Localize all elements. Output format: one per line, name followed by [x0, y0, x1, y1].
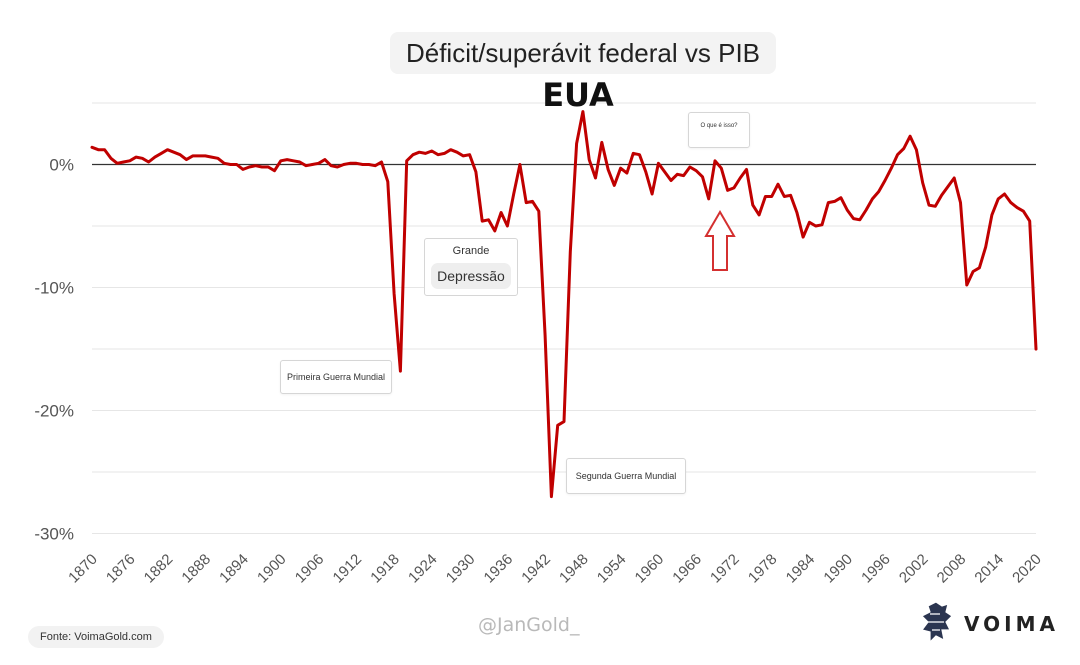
source-label: Fonte: VoimaGold.com [28, 626, 164, 648]
y-tick-label: 0% [49, 156, 74, 175]
annotation-question: O que é isso? [688, 112, 750, 148]
x-tick-label: 1918 [367, 551, 403, 587]
x-tick-label: 2020 [1009, 551, 1045, 587]
y-tick-label: -10% [34, 279, 74, 298]
x-tick-label: 1996 [858, 551, 894, 587]
x-tick-label: 1960 [632, 551, 668, 587]
voima-logo: VOIMA [918, 600, 1058, 646]
x-tick-label: 1936 [481, 551, 517, 587]
chart-title: Déficit/superávit federal vs PIB [390, 32, 776, 74]
lion-icon [920, 601, 953, 644]
annotation-ww2: Segunda Guerra Mundial [566, 458, 686, 494]
x-tick-label: 1930 [443, 551, 479, 587]
x-tick-label: 1888 [178, 551, 214, 587]
x-tick-label: 2008 [934, 551, 970, 587]
x-tick-label: 1984 [783, 551, 819, 587]
x-tick-label: 1942 [518, 551, 554, 587]
logo-text: VOIMA [964, 612, 1059, 636]
x-tick-label: 1978 [745, 551, 781, 587]
watermark: @JanGold_ [478, 614, 580, 636]
x-tick-label: 1906 [292, 551, 328, 587]
x-tick-label: 1894 [216, 551, 252, 587]
x-tick-label: 1924 [405, 551, 441, 587]
x-tick-label: 1882 [141, 551, 177, 587]
annotation-ww1: Primeira Guerra Mundial [280, 360, 392, 394]
annotation-depression-line1: Grande [452, 245, 490, 257]
series-line [90, 110, 1038, 499]
x-tick-label: 2014 [971, 551, 1007, 587]
annotation-depression: Grande Depressão [424, 238, 518, 296]
x-tick-label: 1876 [103, 551, 139, 587]
chart-subtitle: EUA [542, 76, 614, 114]
x-tick-label: 1954 [594, 551, 630, 587]
y-tick-label: -20% [34, 402, 74, 421]
x-tick-label: 1990 [820, 551, 856, 587]
up-arrow-icon [704, 210, 736, 271]
x-tick-label: 1900 [254, 551, 290, 587]
x-tick-label: 1966 [669, 551, 705, 587]
x-tick-label: 1972 [707, 551, 743, 587]
y-tick-label: -30% [34, 525, 74, 544]
x-tick-label: 2002 [896, 551, 932, 587]
x-tick-label: 1948 [556, 551, 592, 587]
x-tick-label: 1870 [65, 551, 101, 587]
x-tick-label: 1912 [330, 551, 366, 587]
annotation-depression-line2: Depressão [431, 263, 511, 289]
